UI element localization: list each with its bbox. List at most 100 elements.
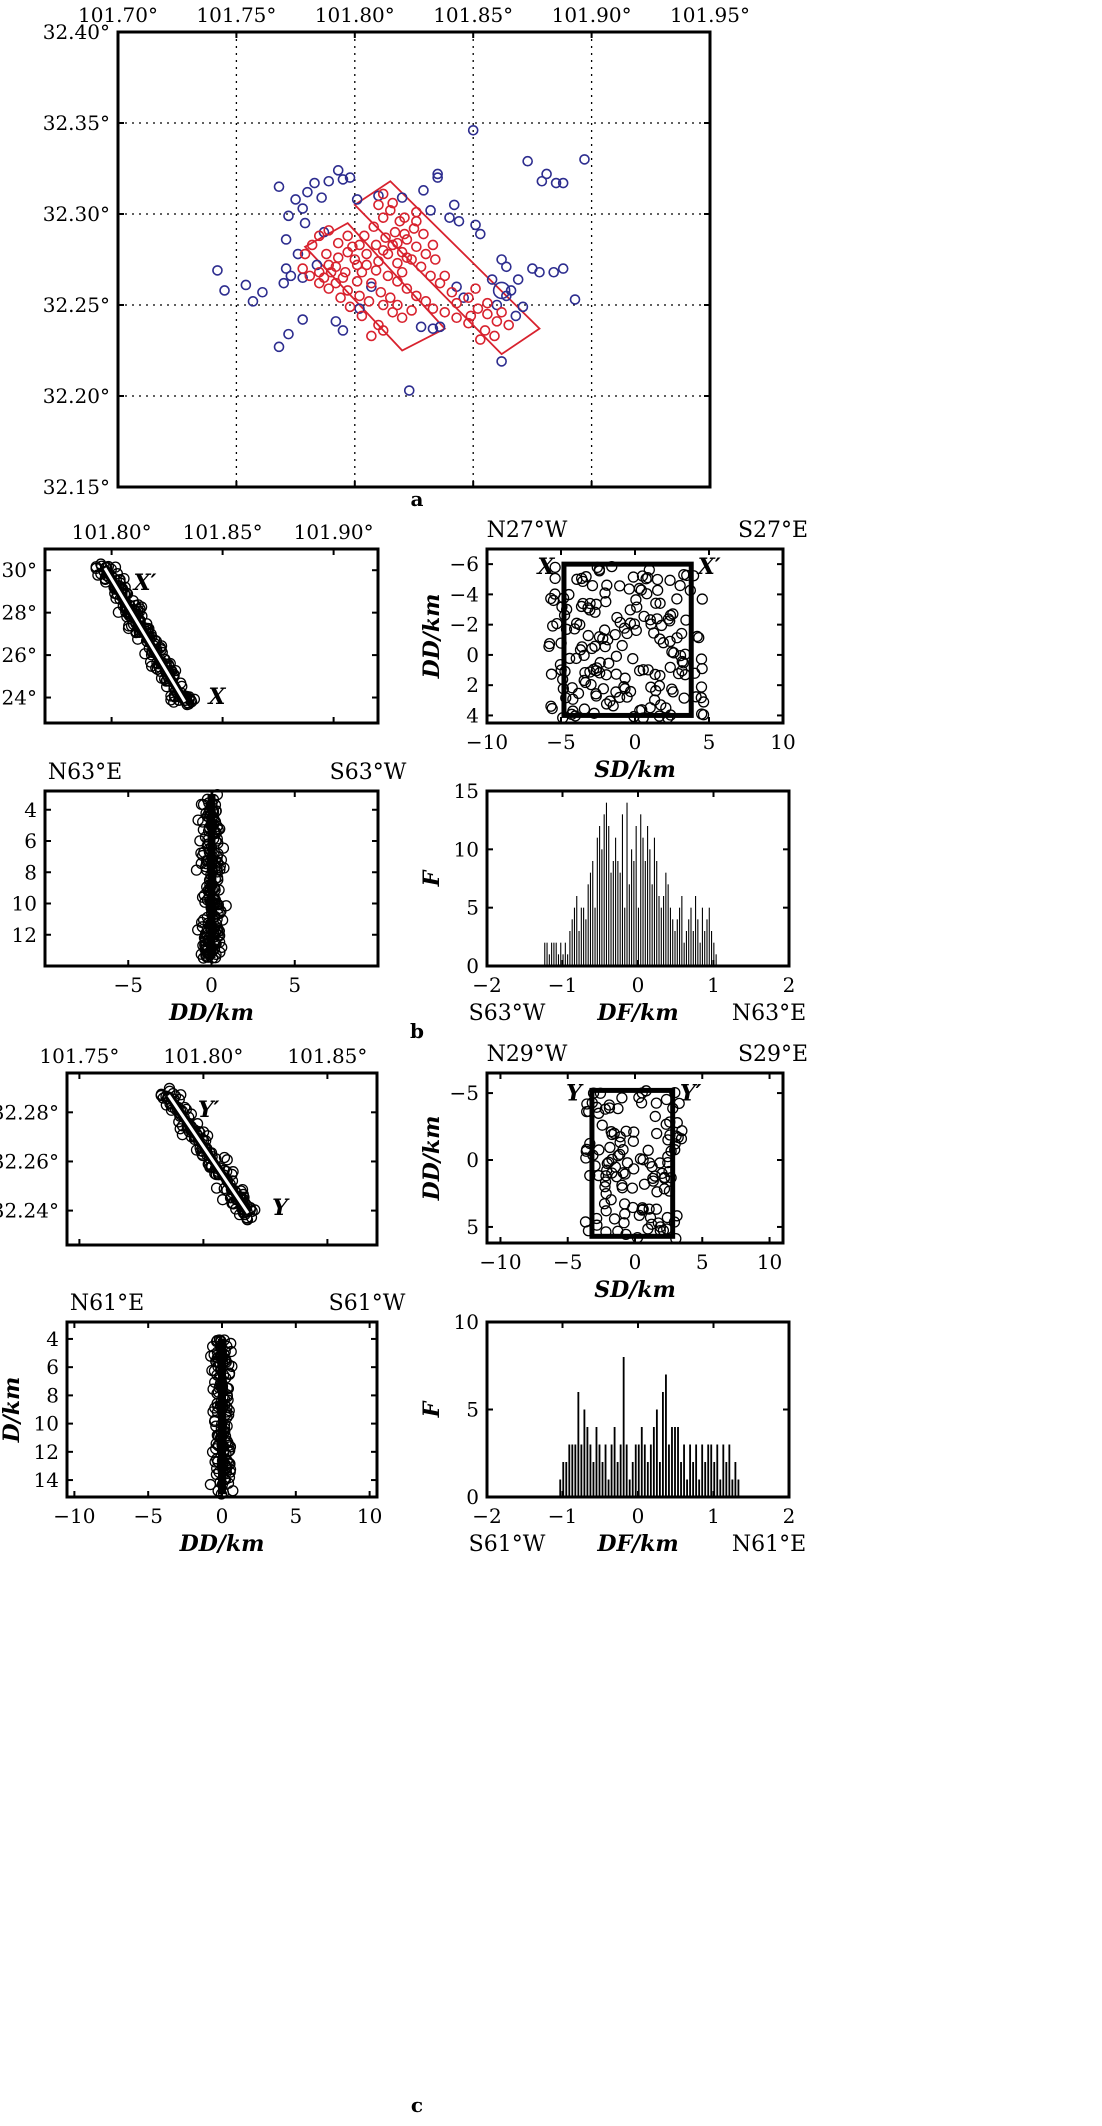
histogram-bar	[589, 872, 592, 966]
event-outside	[332, 165, 344, 176]
event	[617, 1167, 629, 1179]
x-tick-a: 101.75°	[196, 3, 276, 487]
event	[642, 664, 654, 676]
event-inside	[430, 254, 441, 265]
box-left-label: Y	[566, 1080, 584, 1106]
event	[696, 593, 708, 605]
event-outside	[337, 325, 349, 336]
x-tick-b1: 101.90°	[294, 520, 374, 723]
y-tick-label: −5	[450, 1081, 479, 1105]
event-outside	[579, 154, 590, 165]
event-inside	[389, 226, 401, 238]
event	[218, 1151, 231, 1164]
event	[651, 1186, 663, 1198]
event-inside	[406, 254, 417, 265]
histogram-bar	[728, 1444, 731, 1497]
event	[638, 1178, 651, 1190]
event	[643, 1203, 655, 1215]
histogram-bar	[737, 1479, 740, 1497]
event	[616, 639, 628, 652]
y-tick-label: 5	[466, 896, 479, 920]
event-inside	[446, 286, 458, 298]
x-tick-c3: −5	[133, 1322, 163, 1528]
event-inside	[368, 221, 380, 233]
event	[578, 703, 591, 715]
event-inside	[399, 228, 410, 240]
x-tick-label: −1	[548, 1504, 577, 1528]
histogram-bar	[683, 1444, 685, 1497]
histogram-bar	[628, 884, 630, 966]
x-tick-label: 5	[288, 973, 301, 997]
y-tick-label: 0	[466, 954, 479, 978]
histogram-bar	[603, 814, 605, 966]
histogram-bar	[665, 872, 667, 966]
event	[616, 1182, 628, 1194]
event-outside	[432, 172, 443, 183]
direction-label-right: N61°E	[732, 1532, 806, 1557]
x-tick-label: 0	[632, 1504, 645, 1528]
event-inside	[411, 215, 422, 227]
event	[628, 1163, 640, 1175]
event-inside	[439, 270, 451, 282]
histogram-bar	[658, 896, 660, 966]
event	[579, 666, 591, 679]
fault-plane-box	[561, 561, 694, 718]
event	[627, 1135, 639, 1147]
event	[695, 692, 707, 704]
histogram-bar	[642, 837, 644, 966]
event-outside	[557, 263, 569, 274]
profile-end-label: Y	[272, 1195, 290, 1221]
event-inside	[465, 310, 477, 322]
y-tick-label: 12	[12, 923, 37, 947]
event-inside	[337, 272, 349, 284]
event-outside	[541, 168, 552, 180]
event-outside	[470, 219, 481, 231]
event	[593, 1144, 605, 1156]
event	[630, 624, 642, 637]
histogram-bar	[674, 1427, 676, 1497]
event-inside	[347, 241, 358, 253]
x-tick-label: −5	[114, 973, 143, 997]
y-tick-a: 32.35°	[43, 111, 710, 135]
y-tick-a: 32.30°	[43, 202, 710, 226]
histogram-bar	[624, 907, 626, 966]
plot-frame-c4	[485, 1320, 791, 1499]
histogram-bar	[643, 1444, 646, 1497]
event-inside	[370, 239, 382, 251]
histogram-bar	[649, 1444, 652, 1497]
x-tick-label: 0	[629, 730, 642, 754]
plot-frame-b1	[43, 547, 380, 725]
event-outside	[283, 210, 294, 222]
histogram-bar	[634, 1444, 637, 1497]
event-inside	[335, 292, 346, 304]
histogram-bar	[676, 919, 678, 966]
x-tick-label: 2	[783, 1504, 796, 1528]
histogram-bar	[601, 1462, 604, 1497]
event	[549, 572, 561, 585]
y-tick-label: 32.30°	[0, 558, 37, 582]
event-outside	[548, 266, 560, 278]
event-outside	[273, 181, 285, 192]
x-axis-label: DF/km	[596, 1000, 678, 1026]
histogram-bar	[604, 1444, 607, 1497]
event-inside	[415, 261, 427, 273]
y-tick-b3: 6	[24, 829, 378, 853]
event	[621, 691, 633, 703]
histogram-bar	[679, 907, 681, 966]
event	[674, 649, 687, 662]
y-tick-label: 32.24°	[0, 686, 37, 710]
x-tick-label: 101.90°	[294, 520, 374, 544]
event	[676, 665, 688, 677]
event-inside	[392, 299, 403, 311]
direction-label-left: S61°W	[469, 1532, 546, 1557]
event	[654, 1157, 666, 1169]
event	[190, 864, 203, 876]
event-inside	[321, 248, 332, 260]
event-outside	[467, 124, 479, 136]
event	[627, 571, 640, 583]
event-inside	[420, 296, 432, 307]
event-inside	[323, 283, 335, 294]
direction-label-left: N63°E	[48, 760, 122, 785]
histogram-bar	[565, 1462, 568, 1497]
event	[657, 637, 669, 649]
